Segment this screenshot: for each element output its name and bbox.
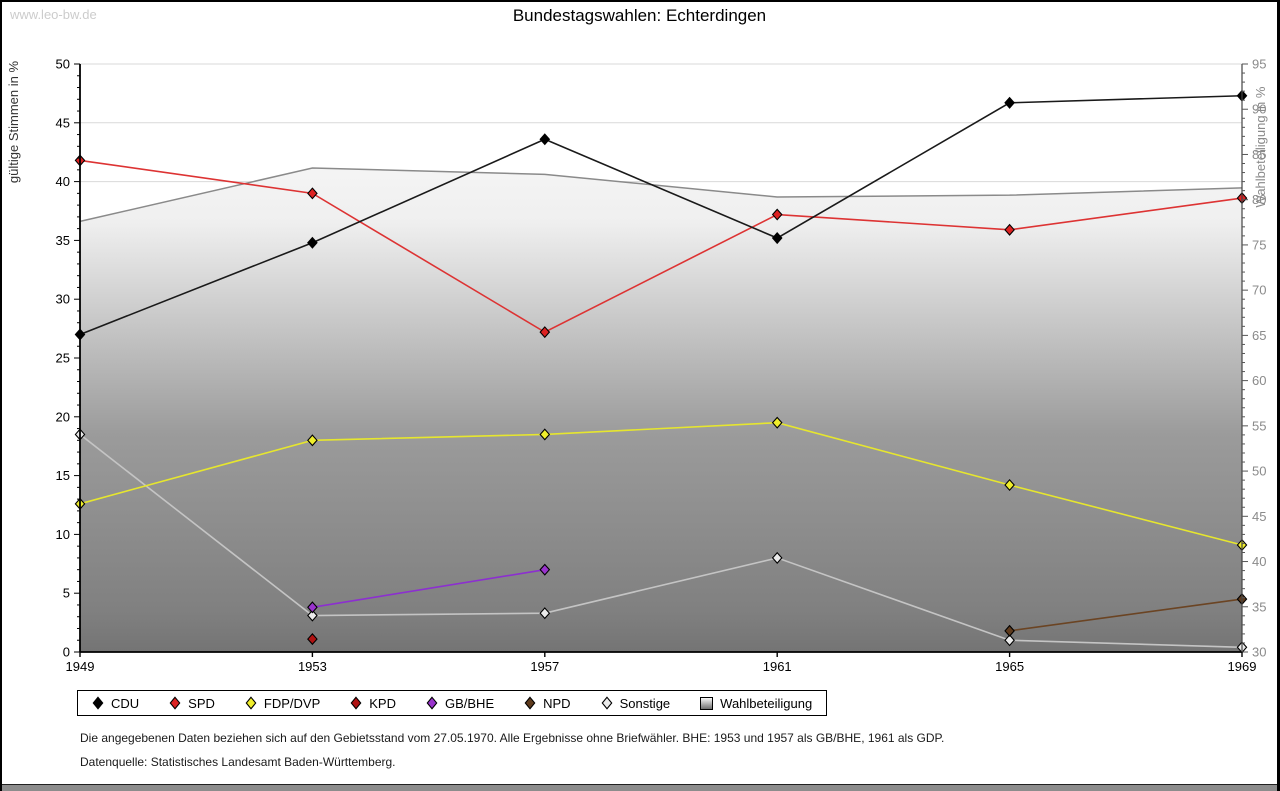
marker-GB/BHE	[539, 563, 551, 576]
right-tick-label: 30	[1252, 645, 1266, 660]
right-tick-label: 85	[1252, 147, 1266, 162]
left-tick-label: 50	[56, 57, 70, 72]
series-line-NPD	[1009, 598, 1243, 632]
legend-label: NPD	[543, 695, 571, 711]
marker-CDU	[539, 133, 551, 146]
legend-label: CDU	[111, 695, 140, 711]
legend-label: SPD	[188, 695, 215, 711]
legend-item-kpd: KPD	[350, 696, 396, 711]
left-tick-label: 35	[56, 233, 70, 248]
watermark: www.leo-bw.de	[10, 7, 97, 22]
right-tick-label: 75	[1252, 237, 1266, 252]
right-tick-label: 55	[1252, 418, 1266, 433]
right-tick-label: 60	[1252, 373, 1266, 388]
marker-KPD	[307, 633, 318, 646]
legend-item-sonstige: Sonstige	[601, 695, 671, 711]
election-line-chart: 0 5 10 15 20 25 30 35 40 45 50 30 35 40 45 50 55 60 65 70 75…	[6, 57, 1268, 675]
left-tick-label: 45	[56, 115, 70, 130]
left-tick-label: 25	[56, 351, 70, 366]
legend-diamond-icon	[245, 696, 257, 710]
marker-Sonstige	[771, 551, 783, 564]
right-axis-label: Wahlbeteiligung in %	[1253, 86, 1268, 207]
right-tick-label: 50	[1252, 464, 1266, 479]
legend-diamond-icon	[601, 696, 612, 710]
marker-FDP/DVP	[307, 434, 318, 447]
legend-label: Wahlbeteiligung	[720, 695, 813, 711]
marker-CDU	[1004, 96, 1015, 109]
left-axis-label: gültige Stimmen in %	[6, 61, 21, 184]
legend-label: FDP/DVP	[263, 695, 321, 711]
right-tick-label: 45	[1252, 509, 1266, 524]
marker-Sonstige	[1004, 634, 1015, 647]
legend-label: Sonstige	[619, 695, 671, 711]
marker-SPD	[771, 208, 783, 221]
legend-item-gb-bhe: GB/BHE	[426, 696, 494, 711]
right-tick-label: 95	[1252, 57, 1266, 72]
marker-GB/BHE	[307, 601, 318, 614]
bottom-border	[2, 784, 1277, 791]
right-tick-label: 80	[1252, 192, 1266, 207]
area-wahlbeteiligung	[80, 168, 1242, 652]
right-tick-label: 65	[1252, 328, 1266, 343]
legend-label: KPD	[369, 695, 396, 711]
legend-item-wahlbeteiligung: Wahlbeteiligung	[700, 696, 812, 711]
x-tick-label: 1969	[1228, 659, 1257, 674]
legend-diamond-icon	[524, 696, 536, 710]
right-tick-label: 35	[1252, 599, 1266, 614]
right-tick-label: 70	[1252, 283, 1266, 298]
legend-gradient-square-icon	[700, 696, 714, 710]
page-title: Bundestagswahlen: Echterdingen	[512, 6, 767, 25]
series-line-SPD	[79, 159, 1243, 334]
legend: CDU SPD FDP/DVP KPD GB/BHE NPD Sonstige Wahlbet…	[77, 690, 828, 716]
series-line-Sonstige	[79, 433, 1243, 649]
left-tick-label: 40	[56, 174, 70, 189]
right-tick-label: 90	[1252, 102, 1266, 117]
marker-Sonstige	[539, 607, 551, 620]
legend-label: GB/BHE	[444, 695, 495, 711]
footer-note: Die angegebenen Daten beziehen sich auf …	[80, 731, 945, 745]
marker-SPD	[539, 326, 551, 339]
x-tick-label: 1961	[763, 659, 792, 674]
marker-FDP/DVP	[1004, 478, 1015, 492]
left-tick-label: 15	[56, 468, 70, 483]
x-tick-label: 1953	[298, 659, 327, 674]
left-tick-label: 0	[63, 645, 70, 660]
marker-NPD	[1004, 624, 1015, 637]
marker-SPD	[307, 187, 318, 200]
left-tick-label: 30	[56, 292, 70, 307]
marker-SPD	[1004, 223, 1015, 236]
marker-FDP/DVP	[771, 416, 783, 429]
footer-source: Datenquelle: Statistisches Landesamt Bad…	[80, 755, 396, 769]
series-line-FDP/DVP	[79, 421, 1243, 546]
marker-FDP/DVP	[539, 428, 551, 441]
marker-Sonstige	[307, 609, 318, 622]
marker-CDU	[307, 236, 318, 249]
legend-diamond-icon	[92, 696, 104, 710]
right-tick-label: 40	[1252, 554, 1266, 569]
legend-item-cdu: CDU	[92, 696, 139, 711]
left-tick-label: 5	[63, 586, 70, 601]
legend-diamond-icon	[426, 696, 438, 710]
x-tick-label: 1949	[66, 659, 95, 674]
marker-CDU	[771, 232, 783, 245]
legend-item-npd: NPD	[524, 695, 571, 711]
legend-diamond-icon	[169, 696, 181, 710]
left-tick-label: 10	[56, 527, 70, 542]
x-tick-label: 1965	[995, 659, 1024, 674]
legend-item-spd: SPD	[169, 696, 215, 711]
x-tick-label: 1957	[530, 659, 559, 674]
series-line-CDU	[79, 94, 1243, 336]
line-wahlbeteiligung	[79, 167, 1243, 223]
legend-item-fdp-dvp: FDP/DVP	[245, 696, 320, 711]
legend-diamond-icon	[350, 696, 362, 710]
left-tick-label: 20	[56, 409, 70, 424]
series-line-GB/BHE	[312, 568, 545, 609]
